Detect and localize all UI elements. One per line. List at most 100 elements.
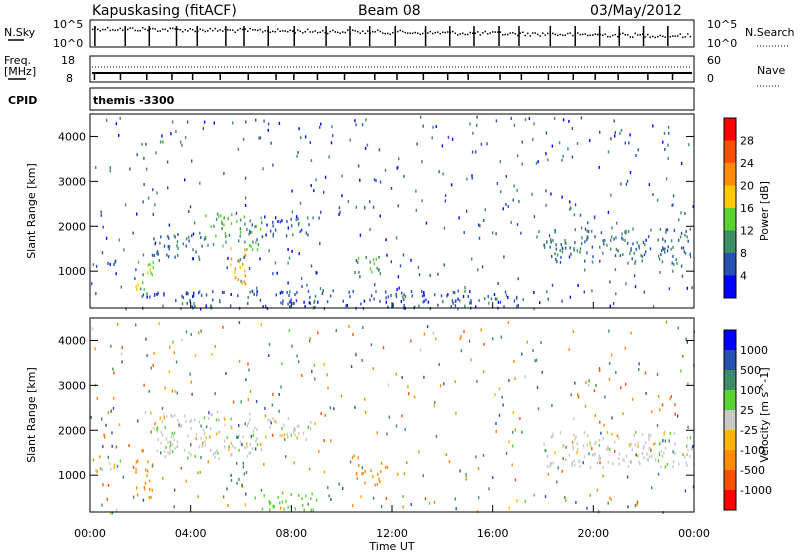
range-cell [480, 142, 483, 146]
range-cell [274, 228, 277, 232]
range-cell [187, 292, 189, 296]
range-cell [242, 461, 244, 465]
range-cell [153, 254, 155, 257]
nsky-point [139, 29, 141, 32]
range-cell [282, 299, 284, 303]
nsky-point [552, 32, 554, 35]
range-cell [275, 293, 277, 297]
range-cell [194, 454, 196, 458]
range-cell [329, 406, 332, 410]
range-cell [443, 382, 445, 386]
range-cell [664, 465, 667, 469]
range-cell [195, 250, 197, 254]
range-cell [107, 411, 110, 415]
range-cell [214, 455, 216, 459]
range-cell [396, 288, 398, 292]
range-cell [433, 500, 436, 504]
nsky-point [174, 28, 176, 30]
nsky-point [419, 33, 421, 36]
range-cell [573, 417, 575, 421]
range-cell [173, 505, 175, 509]
range-cell [157, 291, 159, 295]
range-cell [234, 276, 237, 280]
range-cell [572, 447, 574, 451]
range-cell [107, 261, 109, 265]
range-cell [451, 299, 454, 303]
range-cell [106, 497, 108, 501]
range-cell [507, 296, 509, 299]
range-cell [680, 264, 683, 268]
range-cell [575, 435, 577, 439]
nave-tick-bottom: 0 [707, 72, 714, 85]
nsky-point [499, 31, 501, 33]
range-cell [607, 460, 610, 464]
range-cell [214, 392, 216, 396]
range-cell [109, 462, 111, 466]
range-cell [198, 420, 201, 424]
range-cell [522, 298, 524, 301]
range-cell [647, 458, 650, 462]
range-cell [268, 354, 270, 357]
range-cell [672, 194, 675, 198]
range-cell [150, 430, 152, 434]
range-cell [239, 440, 242, 444]
range-cell [307, 216, 309, 220]
range-cell [145, 468, 147, 472]
range-cell [161, 406, 164, 410]
range-cell [330, 439, 332, 443]
range-cell [248, 368, 250, 372]
range-cell [290, 493, 292, 496]
range-cell [588, 384, 590, 387]
range-cell [666, 228, 669, 232]
range-cell [574, 228, 576, 232]
range-cell [294, 428, 296, 432]
range-cell [388, 415, 390, 419]
range-cell [608, 377, 611, 381]
range-cell [156, 426, 159, 430]
range-cell [625, 282, 627, 286]
range-cell [232, 444, 234, 448]
range-cell [361, 358, 363, 362]
range-cell [438, 170, 440, 174]
range-cell [687, 239, 689, 243]
nsky-point [544, 34, 546, 36]
range-cell [378, 268, 380, 272]
range-cell [656, 424, 659, 428]
range-cell [96, 396, 98, 400]
range-cell [618, 452, 621, 456]
range-cell [599, 461, 601, 465]
range-cell [314, 294, 317, 298]
nsky-point [577, 32, 579, 34]
range-cell [249, 290, 251, 294]
range-cell [629, 133, 631, 137]
range-cell [272, 234, 274, 238]
x-tick-label: 04:00 [175, 527, 207, 540]
range-cell [437, 272, 439, 276]
range-cell [359, 178, 361, 182]
range-cell [113, 396, 115, 400]
range-cell [201, 244, 203, 248]
range-cell [198, 255, 200, 259]
range-cell [212, 452, 215, 456]
range-cell [266, 223, 268, 227]
range-cell [632, 242, 634, 246]
range-cell [92, 263, 94, 267]
nsky-point [204, 30, 206, 33]
range-cell [137, 260, 140, 264]
range-cell [371, 270, 373, 274]
nsky-point [384, 32, 386, 35]
range-cell [671, 261, 673, 265]
nsky-point [154, 28, 156, 30]
range-cell [355, 205, 357, 209]
range-cell [372, 496, 375, 500]
range-cell [166, 253, 168, 257]
range-cell [221, 222, 223, 226]
range-cell [585, 381, 587, 384]
nsky-point [662, 35, 664, 38]
range-cell [556, 253, 559, 257]
range-cell [260, 488, 263, 492]
range-cell [517, 277, 519, 281]
range-cell [132, 231, 134, 235]
range-cell [573, 213, 576, 217]
range-cell [322, 289, 324, 293]
